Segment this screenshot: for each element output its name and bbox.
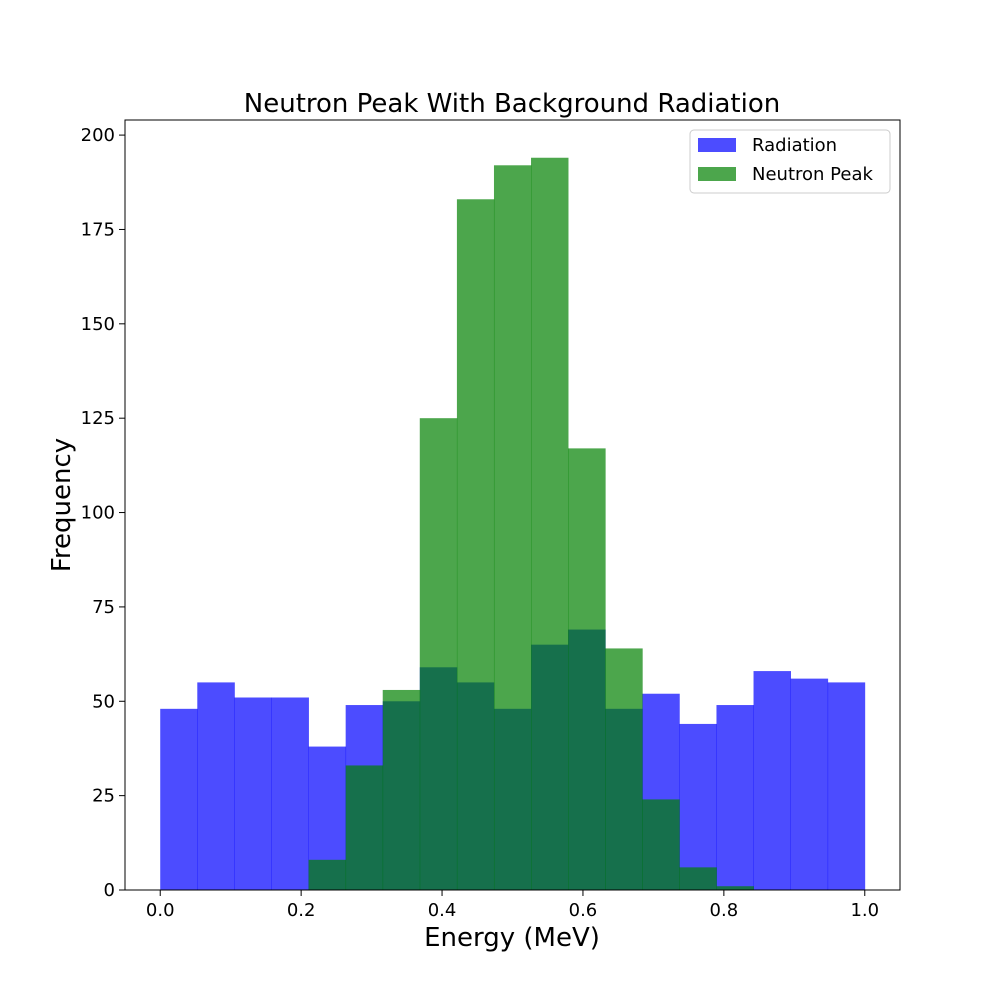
- bar-neutron-peak: [382, 689, 421, 890]
- bar-neutron-peak: [345, 765, 384, 890]
- bar-radiation: [271, 697, 309, 890]
- bar-radiation: [679, 723, 717, 890]
- y-tick-label: 125: [81, 408, 115, 429]
- y-axis-ticks: 0 25 50 75 100 125 150 175 200: [81, 125, 125, 901]
- bar-radiation: [160, 708, 198, 890]
- bar-neutron-peak: [308, 859, 347, 890]
- x-tick-label: 0.8: [710, 900, 739, 921]
- bar-radiation: [790, 678, 829, 890]
- bar-neutron-peak: [642, 799, 680, 890]
- plot-frame: [124, 119, 901, 891]
- bar-neutron-peak: [716, 886, 754, 890]
- y-tick-label: 50: [92, 691, 115, 712]
- x-tick-label: 0.6: [569, 900, 598, 921]
- x-tick-label: 0.4: [428, 900, 457, 921]
- legend-swatch: [698, 138, 736, 152]
- bar-radiation: [753, 671, 791, 890]
- bar-neutron-peak: [568, 448, 606, 890]
- legend: Radiation Neutron Peak: [689, 129, 891, 194]
- bar-radiation: [234, 697, 272, 890]
- bar-neutron-peak: [605, 648, 643, 890]
- y-tick-label: 100: [81, 503, 115, 524]
- x-tick-label: 1.0: [850, 900, 879, 921]
- y-axis-label: Frequency: [47, 438, 77, 572]
- y-tick-label: 0: [104, 880, 115, 901]
- legend-box: [689, 129, 891, 194]
- y-tick-label: 25: [92, 786, 115, 807]
- bar-radiation: [827, 682, 866, 890]
- bars-layer: [160, 157, 866, 890]
- x-axis-label: Energy (MeV): [424, 923, 600, 953]
- bar-neutron-peak: [419, 418, 458, 890]
- legend-swatch: [698, 167, 736, 181]
- bar-radiation: [716, 705, 754, 890]
- y-tick-label: 200: [81, 125, 115, 146]
- y-tick-label: 175: [81, 219, 115, 240]
- y-tick-label: 150: [81, 314, 115, 335]
- legend-label: Radiation: [752, 135, 837, 156]
- bar-radiation: [197, 682, 235, 890]
- bar-neutron-peak: [679, 867, 717, 890]
- x-axis-ticks: 0.0 0.2 0.4 0.6 0.8 1.0: [146, 890, 879, 921]
- series-neutron-peak: [308, 157, 754, 890]
- bar-neutron-peak: [456, 199, 495, 890]
- x-tick-label: 0.0: [146, 900, 175, 921]
- chart-title: Neutron Peak With Background Radiation: [244, 89, 780, 119]
- bar-neutron-peak: [531, 157, 569, 890]
- legend-label: Neutron Peak: [752, 164, 873, 185]
- y-tick-label: 75: [92, 597, 115, 618]
- bar-neutron-peak: [493, 165, 532, 890]
- x-tick-label: 0.2: [287, 900, 316, 921]
